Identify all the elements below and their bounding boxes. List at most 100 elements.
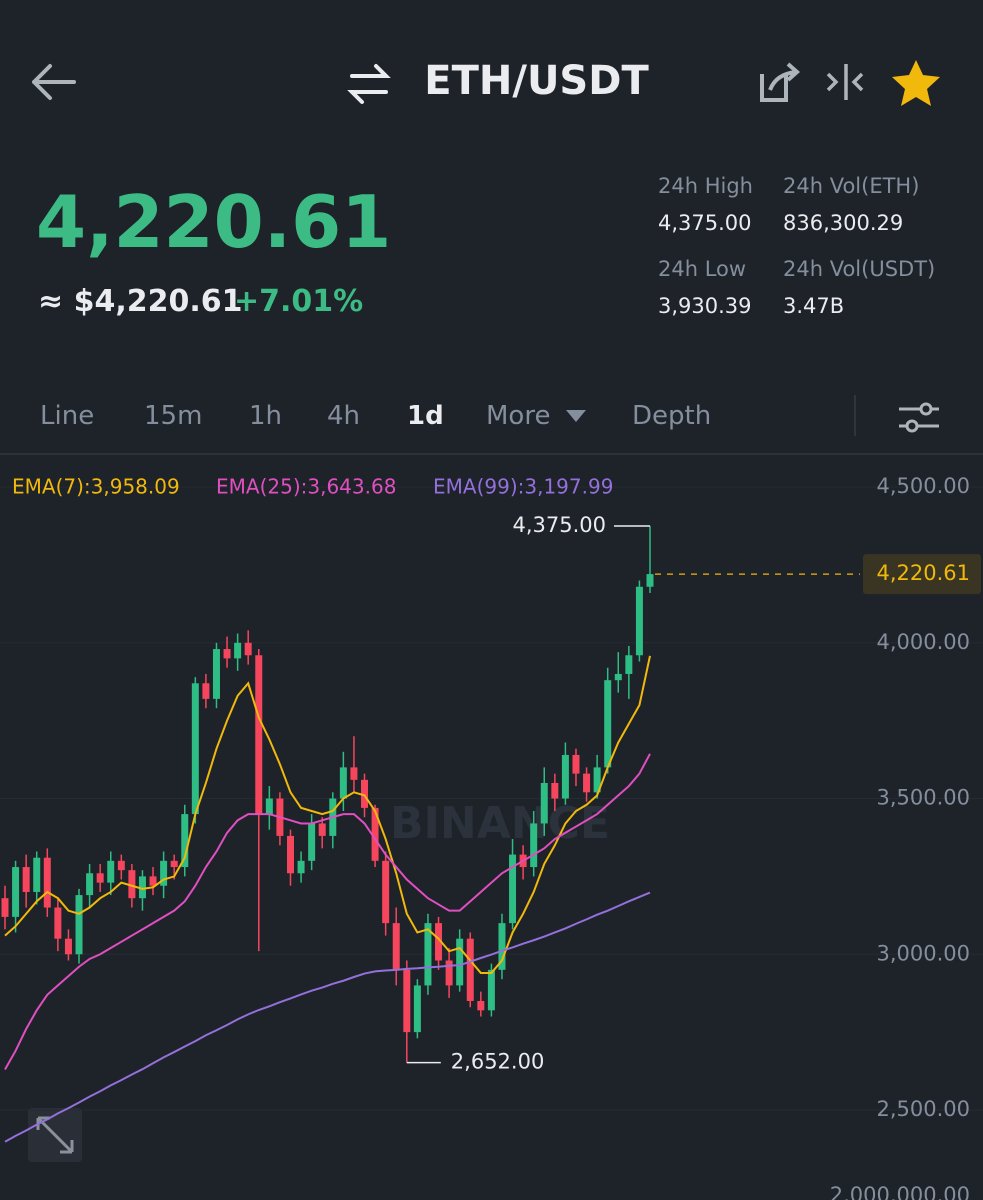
- y-tick-label: 4,500.00: [876, 474, 970, 498]
- candle-body: [604, 680, 612, 768]
- more-caret: [566, 410, 586, 422]
- swap-icon[interactable]: [347, 64, 391, 104]
- candle-body: [392, 923, 400, 970]
- high-label: 4,375.00: [512, 513, 606, 537]
- candle-body: [561, 754, 569, 799]
- candle-body: [43, 857, 51, 908]
- candle-body: [54, 907, 62, 939]
- candle-body: [403, 969, 411, 1033]
- candle-body: [170, 860, 178, 868]
- candle-body: [96, 873, 104, 883]
- candle-body: [117, 860, 125, 871]
- candle-body: [107, 860, 115, 883]
- candle-body: [22, 867, 30, 892]
- stat-label: 24h Vol(ETH): [783, 174, 920, 198]
- candle-body: [572, 754, 580, 774]
- compare-icon[interactable]: [826, 64, 864, 100]
- candle-body: [160, 860, 168, 886]
- candle-body: [498, 923, 506, 970]
- candle-body: [1, 898, 9, 917]
- favorite-star[interactable]: [892, 60, 940, 106]
- ema-line: [4, 753, 651, 1070]
- candle-body: [75, 895, 83, 955]
- stat-label: 24h Vol(USDT): [783, 257, 936, 281]
- tab[interactable]: 15m: [144, 401, 203, 431]
- candle-body: [191, 683, 199, 815]
- candle-body: [255, 655, 263, 815]
- candle-body: [466, 938, 474, 1001]
- candle-body: [212, 649, 220, 699]
- candle-body: [33, 857, 41, 892]
- last-price: 4,220.61: [36, 180, 392, 264]
- stat-label: 24h Low: [658, 257, 747, 281]
- watermark: BINANCE: [390, 798, 610, 849]
- candle-body: [138, 876, 146, 899]
- settings-icon[interactable]: [899, 402, 939, 433]
- candle-body: [635, 586, 643, 656]
- candle-body: [86, 873, 94, 896]
- tab[interactable]: Depth: [632, 401, 712, 431]
- candle-body: [583, 773, 591, 793]
- candle-body: [149, 876, 157, 886]
- stat-value: 4,375.00: [658, 211, 752, 235]
- tab[interactable]: 4h: [327, 401, 361, 431]
- share-icon[interactable]: [760, 62, 801, 102]
- candle-body: [593, 767, 601, 793]
- candle-body: [308, 823, 316, 861]
- candle-body: [551, 782, 559, 799]
- y-tick-label: 3,500.00: [876, 786, 970, 810]
- y-tick-label: 4,000.00: [876, 630, 970, 654]
- candle-body: [318, 823, 326, 836]
- candle-body: [646, 574, 654, 587]
- candle-body: [297, 860, 305, 874]
- candle-body: [350, 767, 358, 780]
- last-price-tag: [863, 554, 981, 595]
- y-tick-label: 3,000.00: [876, 941, 970, 965]
- low-label: 2,652.00: [451, 1050, 545, 1074]
- legend-entry: EMA(99):3,197.99: [433, 475, 613, 499]
- candle-body: [456, 938, 464, 986]
- tab-active[interactable]: 1d: [407, 401, 444, 431]
- candle-body: [181, 814, 189, 868]
- candle-body: [64, 938, 72, 955]
- candle-body: [202, 683, 210, 699]
- stat-value: 3,930.39: [658, 294, 752, 318]
- price-change: +7.01%: [234, 284, 364, 319]
- candle-body: [435, 923, 443, 961]
- candle-body: [445, 960, 453, 986]
- ema-line: [4, 655, 651, 974]
- stat-value: 836,300.29: [783, 211, 904, 235]
- tab[interactable]: 1h: [249, 401, 283, 431]
- candle-body: [509, 854, 517, 924]
- legend-entry: EMA(25):3,643.68: [216, 475, 396, 499]
- candle-body: [223, 649, 231, 659]
- ema-line: [4, 891, 651, 1143]
- candle-body: [540, 782, 548, 824]
- candle-body: [530, 823, 538, 868]
- candle-body: [413, 985, 421, 1033]
- candle-body: [614, 673, 622, 681]
- candle-body: [12, 867, 20, 917]
- candle-body: [371, 807, 379, 861]
- candle-body: [382, 860, 390, 924]
- candle-body: [487, 969, 495, 1011]
- back-button[interactable]: [32, 64, 76, 100]
- volume-axis-label: 2,000,000.00: [830, 1183, 970, 1200]
- candle-body: [286, 835, 294, 874]
- tab[interactable]: Line: [40, 401, 95, 431]
- y-tick-label: 2,500.00: [876, 1097, 970, 1121]
- candle-body: [424, 923, 432, 986]
- candle-body: [361, 779, 369, 808]
- candle-body: [244, 642, 252, 656]
- candle-body: [625, 655, 633, 674]
- pair-title: ETH/USDT: [0, 58, 983, 104]
- last-price-label: 4,220.61: [876, 561, 970, 585]
- candle-body: [339, 767, 347, 799]
- legend-entry: EMA(7):3,958.09: [12, 475, 180, 499]
- stat-value: 3.47B: [783, 294, 845, 318]
- tab[interactable]: More: [486, 401, 551, 431]
- fiat-price: ≈ $4,220.61: [38, 284, 243, 319]
